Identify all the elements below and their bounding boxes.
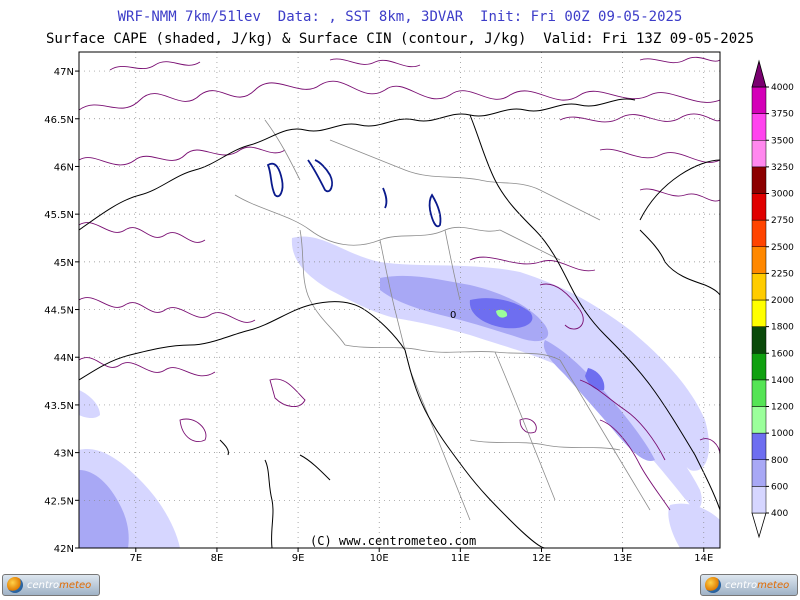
cin-contour-label: 0 <box>450 310 456 321</box>
colorbar-label: 1800 <box>771 323 794 333</box>
cape-400-se <box>668 503 720 548</box>
cape-1000-spot <box>496 309 508 318</box>
lat-tick-label: 46N <box>54 162 74 173</box>
colorbar-label: 3000 <box>771 190 794 200</box>
colorbar-label: 3750 <box>771 110 794 120</box>
colorbar-swatch <box>751 406 767 434</box>
lat-tick-label: 44.5N <box>44 306 74 317</box>
colorbar-label: 3500 <box>771 136 794 146</box>
colorbar-label: 4000 <box>771 83 794 93</box>
title-field-info: Surface CAPE (shaded, J/kg) & Surface CI… <box>45 31 754 47</box>
colorbar-swatch <box>751 246 767 274</box>
lat-tick-label: 47N <box>54 67 74 78</box>
colorbar-label: 3250 <box>771 163 794 173</box>
colorbar: 400 600 800 1000 1200 1400 1600 1800 2000 2250 250… <box>751 59 794 539</box>
colorbar-swatch <box>751 486 767 514</box>
cape-shading <box>79 236 720 548</box>
colorbar-swatch <box>751 166 767 194</box>
colorbar-swatch <box>751 326 767 354</box>
colorbar-label: 1200 <box>771 403 794 413</box>
cin-contours <box>79 56 720 511</box>
colorbar-swatch <box>751 86 767 114</box>
colorbar-label: 1400 <box>771 376 794 386</box>
centrometeo-logo-left[interactable]: centrometeo <box>2 574 100 596</box>
colorbar-label: 1000 <box>771 429 794 439</box>
lon-tick-label: 7E <box>129 553 142 564</box>
lat-tick-label: 43N <box>54 449 74 460</box>
lake-iseo <box>382 187 388 209</box>
colorbar-label: 2750 <box>771 216 794 226</box>
colorbar-swatch <box>751 379 767 407</box>
lake-garda <box>428 193 442 228</box>
lon-tick-label: 9E <box>292 553 305 564</box>
colorbar-label: 2250 <box>771 269 794 279</box>
lakes <box>266 159 442 228</box>
cape-400-coast <box>538 300 702 510</box>
lat-tick-label: 42N <box>54 544 74 555</box>
colorbar-swatch <box>751 459 767 487</box>
colorbar-label: 2000 <box>771 296 794 306</box>
lon-tick-label: 12E <box>532 553 551 564</box>
lon-tick-label: 8E <box>211 553 224 564</box>
colorbar-label: 800 <box>771 456 788 466</box>
copyright-text: (C) www.centrometeo.com <box>310 534 477 548</box>
colorbar-swatch <box>751 273 767 301</box>
lon-tick-label: 13E <box>613 553 632 564</box>
lat-tick-label: 42.5N <box>44 496 74 507</box>
lake-maggiore <box>266 162 284 198</box>
lat-tick-label: 45.5N <box>44 210 74 221</box>
colorbar-label: 600 <box>771 482 788 492</box>
globe-icon <box>7 577 23 593</box>
lon-tick-label: 10E <box>370 553 389 564</box>
colorbar-swatch <box>751 219 767 247</box>
globe-icon <box>705 577 721 593</box>
axis-ticks: 7E 8E 9E 10E 11E 12E 13E 14E 42N 42.5N 43N 43.5N 44N… <box>44 67 713 564</box>
colorbar-swatch <box>751 140 767 168</box>
colorbar-upper-extension <box>751 59 767 88</box>
colorbar-swatch <box>751 432 767 460</box>
national-borders <box>79 98 720 548</box>
cape-600-coast <box>543 340 655 461</box>
colorbar-swatch <box>751 113 767 141</box>
colorbar-swatch <box>751 299 767 327</box>
centrometeo-logo-right[interactable]: centrometeo <box>700 574 798 596</box>
cape-800-coast <box>585 368 605 391</box>
title-model-info: WRF-NMM 7km/51lev Data: , SST 8km, 3DVAR… <box>117 9 683 25</box>
colorbar-label: 2500 <box>771 243 794 253</box>
colorbar-label: 400 <box>771 509 788 519</box>
lat-tick-label: 43.5N <box>44 401 74 412</box>
cape-400-sw2 <box>79 390 100 419</box>
colorbar-lower-extension <box>751 512 767 539</box>
regional-boundaries <box>234 119 651 521</box>
colorbar-swatch <box>751 353 767 381</box>
cape-600-sw <box>79 470 129 548</box>
lat-tick-label: 44N <box>54 353 74 364</box>
graticule <box>79 52 720 548</box>
lon-tick-label: 11E <box>451 553 470 564</box>
colorbar-swatch <box>751 193 767 221</box>
lat-tick-label: 45N <box>54 258 74 269</box>
lon-tick-label: 14E <box>694 553 713 564</box>
lake-como <box>307 159 333 193</box>
lat-tick-label: 46.5N <box>44 115 74 126</box>
map-frame <box>78 51 721 549</box>
colorbar-label: 1600 <box>771 349 794 359</box>
